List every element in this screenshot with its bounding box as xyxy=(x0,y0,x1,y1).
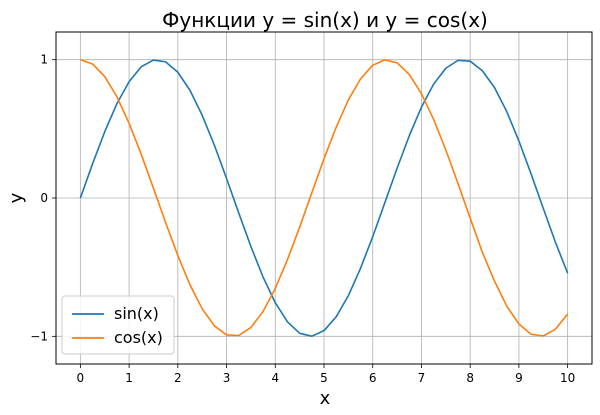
x-tick-label: 1 xyxy=(125,371,133,385)
x-tick-label: 10 xyxy=(560,371,575,385)
y-tick-label: 0 xyxy=(40,191,48,205)
x-tick-label: 3 xyxy=(223,371,231,385)
x-tick-label: 4 xyxy=(271,371,279,385)
y-axis-label: y xyxy=(6,192,27,203)
legend-label: sin(x) xyxy=(114,304,159,323)
x-tick-label: 9 xyxy=(515,371,523,385)
legend: sin(x) cos(x) xyxy=(61,295,175,355)
series-line-sin xyxy=(79,59,569,337)
x-tick-label: 0 xyxy=(77,371,85,385)
y-tick-label: −1 xyxy=(30,329,48,343)
x-tick-label: 8 xyxy=(466,371,474,385)
y-tick-label: 1 xyxy=(40,53,48,67)
x-tick-label: 7 xyxy=(418,371,426,385)
legend-box xyxy=(61,295,175,355)
x-axis-label: x xyxy=(320,388,331,409)
x-tick-label: 6 xyxy=(369,371,377,385)
chart-title: Функции y = sin(x) и y = cos(x) xyxy=(162,8,488,32)
x-tick-label: 2 xyxy=(174,371,182,385)
series-layer xyxy=(79,58,569,337)
x-tick-label: 5 xyxy=(320,371,328,385)
series-line-cos xyxy=(80,58,569,337)
legend-label: cos(x) xyxy=(114,328,163,347)
ticks: 0 1 2 3 4 5 6 7 8 9 10 −1 0 1 xyxy=(30,53,575,385)
grid xyxy=(56,32,592,364)
